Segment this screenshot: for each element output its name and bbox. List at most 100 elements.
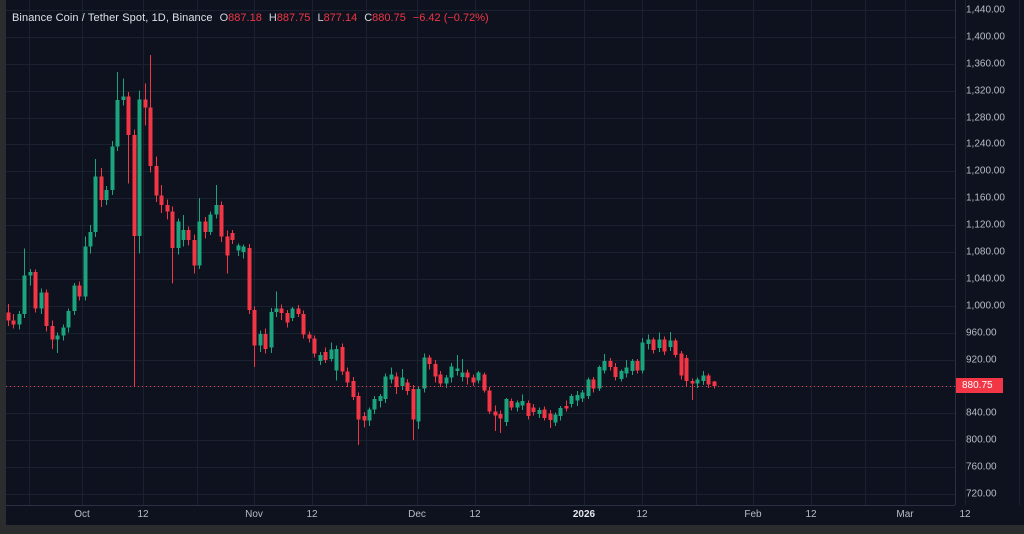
price-tick-label: 720.00 xyxy=(966,488,997,500)
candle-body xyxy=(66,311,71,328)
price-tick-label: 1,320.00 xyxy=(966,85,1005,97)
candle-body xyxy=(110,146,115,191)
candle-body xyxy=(701,375,706,382)
candle-body xyxy=(613,366,618,378)
time-tick-label: 12 xyxy=(469,509,481,520)
price-tick-label: 960.00 xyxy=(966,327,997,339)
candle-body xyxy=(279,308,284,314)
candle-body xyxy=(405,382,410,392)
candle-body xyxy=(597,366,602,389)
candle-body xyxy=(334,348,339,371)
time-tick-label: Dec xyxy=(408,509,426,520)
price-tick-label: 1,240.00 xyxy=(966,138,1005,150)
candle-body xyxy=(247,247,252,310)
candle-body xyxy=(515,402,520,408)
candle-body xyxy=(422,357,427,389)
price-tick-label: 1,000.00 xyxy=(966,300,1005,312)
candle-body xyxy=(329,349,334,359)
candle-body xyxy=(673,340,678,355)
candle-body xyxy=(520,401,525,406)
candle-body xyxy=(351,381,356,398)
candle-body xyxy=(619,370,624,380)
candle-body xyxy=(197,221,202,266)
candle-body xyxy=(575,395,580,401)
candle-body xyxy=(230,233,235,240)
candle-body xyxy=(542,409,547,419)
window-bottom-edge xyxy=(0,525,1024,534)
candle-body xyxy=(624,367,629,374)
candle-body xyxy=(143,99,148,108)
candle-body xyxy=(586,379,591,396)
candle-body xyxy=(362,416,367,421)
candle-body xyxy=(50,325,55,340)
candle-body xyxy=(679,353,684,376)
candle-body xyxy=(591,379,596,389)
candle-body xyxy=(219,204,224,237)
candle-body xyxy=(476,372,481,381)
candle-body xyxy=(340,346,345,372)
price-tick-label: 1,280.00 xyxy=(966,112,1005,124)
high-label: H xyxy=(268,12,277,24)
price-tick-label: 800.00 xyxy=(966,434,997,446)
time-tick-label: Nov xyxy=(245,509,263,520)
candle-body xyxy=(531,407,536,412)
candle-body xyxy=(449,366,454,378)
candle-body xyxy=(668,340,673,347)
candle-body xyxy=(214,204,219,215)
candle-body xyxy=(323,352,328,361)
candle-body xyxy=(558,407,563,417)
price-tick-label: 1,200.00 xyxy=(966,165,1005,177)
candle-body xyxy=(526,403,531,417)
symbol-legend[interactable]: Binance Coin / Tether Spot, 1D, Binance O… xyxy=(12,12,489,24)
candle-body xyxy=(706,375,711,385)
price-tick-label: 1,440.00 xyxy=(966,4,1005,16)
candle-body xyxy=(115,100,120,147)
candle-body xyxy=(77,285,82,297)
candle-body xyxy=(11,320,16,325)
candle-body xyxy=(33,272,38,309)
candle-body xyxy=(427,357,432,365)
candle-body xyxy=(165,204,170,212)
candle-body xyxy=(241,246,246,252)
candle-body xyxy=(28,272,33,276)
candle-body xyxy=(383,376,388,400)
candle-body xyxy=(181,229,186,240)
current-price-tag: 880.75 xyxy=(956,378,1003,394)
candle-body xyxy=(498,413,503,419)
candle-body xyxy=(635,360,640,371)
open-value: 887.18 xyxy=(228,12,262,24)
candle-body xyxy=(159,195,164,205)
candle-body xyxy=(460,372,465,378)
candle-body xyxy=(170,211,175,248)
candle-body xyxy=(564,405,569,409)
candle-body xyxy=(225,236,230,256)
candle-body xyxy=(602,360,607,371)
candle-body xyxy=(493,411,498,416)
low-label: L xyxy=(317,12,324,24)
candle-body xyxy=(482,374,487,391)
price-tick-label: 1,040.00 xyxy=(966,273,1005,285)
candle-body xyxy=(132,135,137,236)
candle-body xyxy=(548,413,553,421)
close-value: 880.75 xyxy=(372,12,406,24)
candle-body xyxy=(154,165,159,196)
candle-body xyxy=(640,342,645,371)
price-tick-label: 1,120.00 xyxy=(966,219,1005,231)
time-tick-label: 12 xyxy=(636,509,648,520)
candle-body xyxy=(93,176,98,232)
candle-body xyxy=(252,309,257,346)
candle-body xyxy=(389,374,394,380)
window-left-edge xyxy=(0,0,6,534)
candle-body xyxy=(580,392,585,399)
candle-body xyxy=(630,360,635,371)
candle-body xyxy=(509,401,514,408)
price-tick-label: 840.00 xyxy=(966,407,997,419)
candle-body xyxy=(44,292,49,326)
symbol-title: Binance Coin / Tether Spot, 1D, Binance xyxy=(12,12,213,24)
time-tick-label: Mar xyxy=(896,509,914,520)
candle-body xyxy=(88,231,93,247)
candle-body xyxy=(712,381,717,386)
candle-body xyxy=(433,364,438,377)
